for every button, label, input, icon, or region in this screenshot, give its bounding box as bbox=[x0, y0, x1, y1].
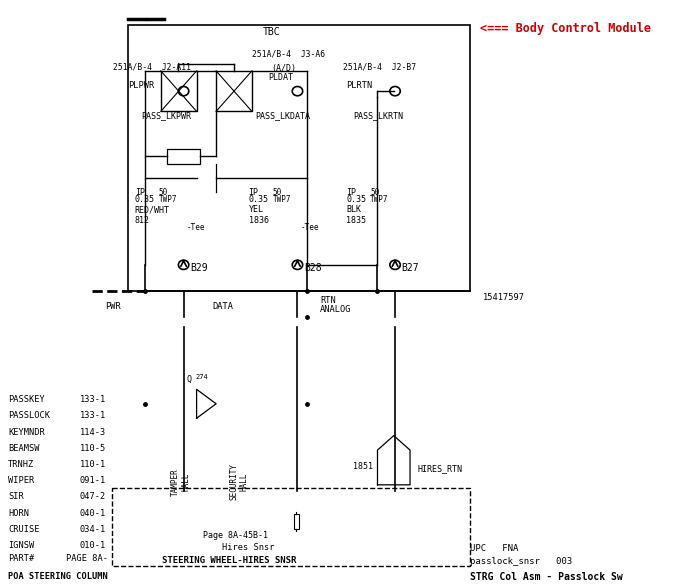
Text: ANALOG: ANALOG bbox=[320, 305, 352, 314]
Text: 034-1: 034-1 bbox=[79, 525, 106, 534]
Text: RED/WHT: RED/WHT bbox=[135, 205, 170, 214]
Text: 50: 50 bbox=[273, 188, 282, 197]
Text: B29: B29 bbox=[190, 263, 208, 273]
Text: PLPWR: PLPWR bbox=[129, 81, 155, 90]
Text: SIR: SIR bbox=[8, 493, 24, 501]
Text: 1851: 1851 bbox=[353, 462, 373, 471]
Bar bbox=[129, 25, 470, 291]
Text: <=== Body Control Module: <=== Body Control Module bbox=[479, 22, 650, 35]
Text: 133-1: 133-1 bbox=[79, 395, 106, 404]
Text: 010-1: 010-1 bbox=[79, 541, 106, 550]
Text: PWR: PWR bbox=[105, 302, 121, 311]
Text: POA STEERING COLUMN: POA STEERING COLUMN bbox=[8, 572, 107, 581]
Text: TBC: TBC bbox=[263, 27, 280, 37]
Text: 50: 50 bbox=[159, 188, 168, 197]
Bar bbox=[293, 514, 299, 529]
Text: B27: B27 bbox=[402, 263, 419, 273]
Text: WIPER: WIPER bbox=[8, 476, 34, 485]
Text: PASSKEY: PASSKEY bbox=[8, 395, 44, 404]
Text: 114-3: 114-3 bbox=[79, 428, 106, 436]
Text: 0.35: 0.35 bbox=[346, 195, 366, 204]
Text: PASS_LKPWR: PASS_LKPWR bbox=[142, 111, 192, 121]
Text: 15417597: 15417597 bbox=[483, 292, 525, 302]
Text: HIRES_RTN: HIRES_RTN bbox=[418, 464, 463, 474]
Text: IP: IP bbox=[346, 188, 356, 197]
Text: 047-2: 047-2 bbox=[79, 493, 106, 501]
Text: HORN: HORN bbox=[8, 508, 29, 518]
Text: 091-1: 091-1 bbox=[79, 476, 106, 485]
Text: IP: IP bbox=[135, 188, 145, 197]
Text: YEL: YEL bbox=[249, 205, 263, 214]
Text: RTN: RTN bbox=[320, 295, 336, 305]
Text: TWP7: TWP7 bbox=[159, 195, 177, 204]
Text: 50: 50 bbox=[370, 188, 380, 197]
Text: PAGE 8A-: PAGE 8A- bbox=[66, 555, 109, 563]
Text: 110-5: 110-5 bbox=[79, 444, 106, 453]
Text: 0.35: 0.35 bbox=[135, 195, 155, 204]
Text: Hires Snsr: Hires Snsr bbox=[222, 543, 275, 552]
Text: PASSLOCK: PASSLOCK bbox=[8, 411, 50, 420]
Text: PLRTN: PLRTN bbox=[346, 81, 373, 90]
Text: 812: 812 bbox=[135, 216, 150, 225]
Text: Page 8A-45B-1: Page 8A-45B-1 bbox=[203, 531, 268, 540]
Bar bbox=[112, 488, 470, 566]
Text: passlock_snsr   003: passlock_snsr 003 bbox=[470, 557, 572, 566]
Text: TWP7: TWP7 bbox=[370, 195, 389, 204]
Text: (A/D): (A/D) bbox=[272, 64, 296, 73]
Text: TWP7: TWP7 bbox=[273, 195, 291, 204]
Text: Q: Q bbox=[187, 375, 192, 384]
Text: 251A/B-4  J3-A6: 251A/B-4 J3-A6 bbox=[252, 50, 325, 58]
Text: STEERING WHEEL-HIRES SNSR: STEERING WHEEL-HIRES SNSR bbox=[162, 556, 296, 565]
Text: PLDAT: PLDAT bbox=[268, 73, 293, 81]
Text: 133-1: 133-1 bbox=[79, 411, 106, 420]
Text: UPC   FNA: UPC FNA bbox=[470, 545, 518, 553]
Text: -Tee: -Tee bbox=[301, 222, 319, 232]
Text: BLK: BLK bbox=[346, 205, 361, 214]
Text: 1836: 1836 bbox=[249, 216, 269, 225]
Text: 110-1: 110-1 bbox=[79, 460, 106, 469]
Text: PASS_LKDATA: PASS_LKDATA bbox=[255, 111, 310, 121]
Text: PART#: PART# bbox=[8, 555, 34, 563]
Text: KEYMNDR: KEYMNDR bbox=[8, 428, 44, 436]
Text: -Tee: -Tee bbox=[187, 222, 205, 232]
Text: CRUISE: CRUISE bbox=[8, 525, 40, 534]
Text: TAMPER
HALL: TAMPER HALL bbox=[170, 468, 190, 496]
Text: 251A/B-4  J2-B7: 251A/B-4 J2-B7 bbox=[343, 62, 416, 71]
Text: BEAMSW: BEAMSW bbox=[8, 444, 40, 453]
Text: STRG Col Asm - Passlock Sw: STRG Col Asm - Passlock Sw bbox=[470, 572, 622, 581]
Bar bbox=[168, 149, 200, 163]
Text: 040-1: 040-1 bbox=[79, 508, 106, 518]
Text: 1835: 1835 bbox=[346, 216, 366, 225]
Text: IGNSW: IGNSW bbox=[8, 541, 34, 550]
Bar bbox=[161, 71, 196, 111]
Text: DATA: DATA bbox=[213, 302, 234, 311]
Text: PASS_LKRTN: PASS_LKRTN bbox=[353, 111, 403, 121]
Text: TRNHZ: TRNHZ bbox=[8, 460, 34, 469]
Text: 0.35: 0.35 bbox=[249, 195, 269, 204]
Text: 251A/B-4  J2-A11: 251A/B-4 J2-A11 bbox=[114, 62, 192, 71]
Text: B28: B28 bbox=[304, 263, 321, 273]
Text: 274: 274 bbox=[196, 374, 208, 380]
Text: SECURITY
HALL: SECURITY HALL bbox=[229, 463, 248, 500]
Text: IP: IP bbox=[249, 188, 259, 197]
Bar bbox=[216, 71, 252, 111]
